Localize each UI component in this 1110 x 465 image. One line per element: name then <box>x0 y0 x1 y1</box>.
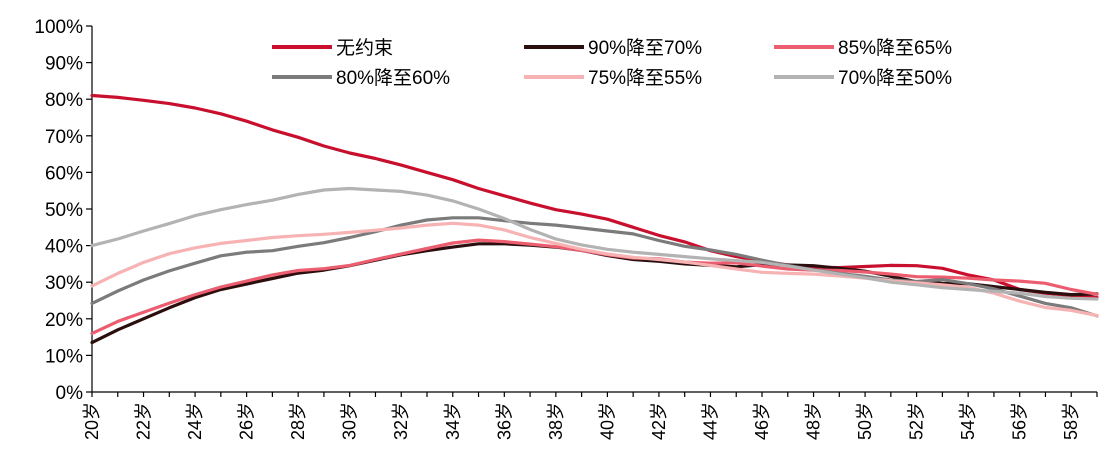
y-tick-label: 80% <box>45 90 83 111</box>
x-tick-label: 32岁 <box>391 402 411 440</box>
x-tick-label: 48岁 <box>804 402 824 440</box>
x-tick-label: 42岁 <box>649 402 669 440</box>
x-tick-label: 22岁 <box>134 402 154 440</box>
x-tick-label: 46岁 <box>752 402 772 440</box>
series-line-2 <box>90 242 1099 345</box>
y-tick-label: 10% <box>45 346 83 367</box>
x-tick-label: 54岁 <box>958 402 978 440</box>
y-tick-label: 50% <box>45 200 83 221</box>
x-tick-label: 56岁 <box>1010 402 1030 440</box>
legend: 无约束 90%降至70% 85%降至65% 80%降至60% 75%降至55% 70%降至… <box>272 37 952 89</box>
y-tick-label: 70% <box>45 127 83 148</box>
x-tick-label: 28岁 <box>288 402 308 440</box>
x-tick-label: 40岁 <box>597 402 617 440</box>
series-line-5 <box>90 221 1099 318</box>
x-tick-label: 44岁 <box>700 402 720 440</box>
y-tick-label: 90% <box>45 54 83 75</box>
legend-label: 70%降至50% <box>838 67 952 89</box>
legend-label: 无约束 <box>336 37 393 59</box>
x-tick-label: 20岁 <box>82 402 102 440</box>
legend-label: 75%降至55% <box>588 67 702 89</box>
x-tick-label: 50岁 <box>855 402 875 440</box>
axes: 0% 10% 20% 30% 40% 50% 60% 70% 80% 90% 100% 20岁 22岁 2… <box>34 17 1098 440</box>
y-tick-label: 40% <box>45 237 83 258</box>
series-line-4 <box>90 216 1099 318</box>
legend-label: 90%降至70% <box>588 37 702 59</box>
y-tick-label: 0% <box>56 383 84 404</box>
y-tick-label: 100% <box>34 17 83 38</box>
series-line-6 <box>90 186 1099 301</box>
x-tick-label: 24岁 <box>185 402 205 440</box>
y-tick-label: 60% <box>45 163 83 184</box>
legend-label: 80%降至60% <box>336 67 450 89</box>
legend-label: 85%降至65% <box>838 37 952 59</box>
series-lines <box>90 93 1099 345</box>
x-tick-label: 58岁 <box>1061 402 1081 440</box>
y-tick-label: 20% <box>45 310 83 331</box>
x-tick-label: 52岁 <box>907 402 927 440</box>
x-tick-label: 38岁 <box>546 402 566 440</box>
x-tick-label: 26岁 <box>237 402 257 440</box>
x-tick-label: 30岁 <box>340 402 360 440</box>
series-line-1 <box>90 93 1099 300</box>
x-tick-label: 36岁 <box>494 402 514 440</box>
x-tick-label: 34岁 <box>443 402 463 440</box>
y-tick-label: 30% <box>45 273 83 294</box>
